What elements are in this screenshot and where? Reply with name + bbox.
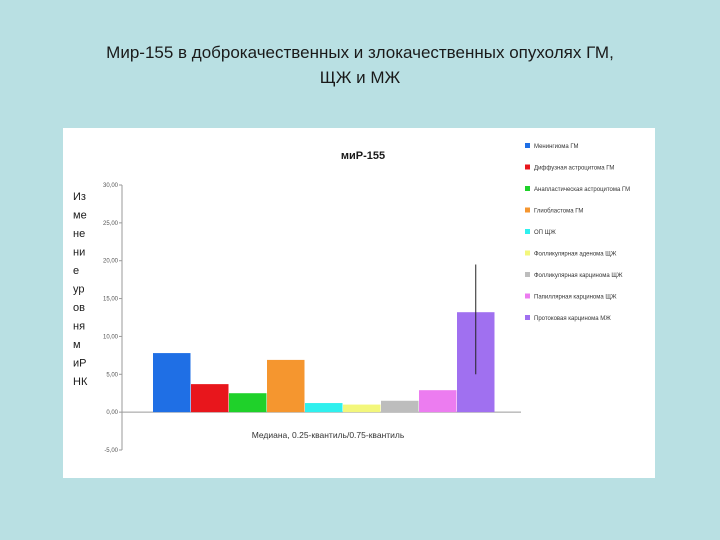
legend-label: Протоковая карцинома МЖ <box>534 316 611 322</box>
legend-swatch <box>525 143 530 148</box>
y-axis-label-fragment: ур <box>73 284 85 296</box>
y-axis-label-fragment: ни <box>73 247 85 259</box>
bar <box>153 353 191 413</box>
bar <box>191 384 229 413</box>
y-axis-label-fragment: ня <box>73 321 85 333</box>
y-tick-label: 20,00 <box>103 259 119 265</box>
legend-label: Фолликулярная карцинома ЩЖ <box>534 273 623 279</box>
chart-title: миР-155 <box>341 150 385 162</box>
y-axis-label-fragment: ме <box>73 210 87 222</box>
y-tick-label: 30,00 <box>103 183 119 189</box>
y-axis-label-fragment: е <box>73 265 79 277</box>
bar <box>229 393 267 413</box>
slide-title-line-2: ЩЖ и МЖ <box>319 68 401 87</box>
legend-swatch <box>525 186 530 191</box>
y-tick-label: 0,00 <box>106 410 118 416</box>
y-tick-label: 25,00 <box>103 221 119 227</box>
y-axis-label-fragment: не <box>73 228 85 240</box>
y-tick-label: 15,00 <box>103 297 119 303</box>
y-tick-label: 10,00 <box>103 334 119 340</box>
legend-swatch <box>525 207 530 213</box>
legend-swatch <box>525 250 530 256</box>
chart-panel: -5,00 0,00 5,00 10,00 15,00 20,00 25,00 30,00 Из… <box>63 128 655 478</box>
bar <box>343 404 381 413</box>
slide-title: Мир-155 в доброкачественных и злокачеств… <box>0 40 720 90</box>
legend-label: ОП ЩЖ <box>534 230 556 236</box>
y-axis-label-fragment: м <box>73 339 81 351</box>
legend-swatch <box>525 229 530 234</box>
bar <box>267 359 305 413</box>
legend-label: Фолликулярная аденома ЩЖ <box>534 252 617 258</box>
bar <box>419 390 457 413</box>
y-axis-label-fragment: НК <box>73 376 88 388</box>
y-axis-label-fragment: Из <box>73 191 86 203</box>
legend-label: Диффузная астроцитома ГМ <box>534 166 614 172</box>
bar-chart: -5,00 0,00 5,00 10,00 15,00 20,00 25,00 30,00 Из… <box>73 143 630 454</box>
x-axis-label: Медиана, 0.25-квантиль/0.75-квантиль <box>252 430 405 440</box>
y-axis-label-fragment: иР <box>73 358 86 370</box>
bar <box>381 400 419 413</box>
y-tick-label: -5,00 <box>104 448 118 454</box>
y-axis-label-fragment: ов <box>73 302 85 314</box>
legend-label: Менингиома ГМ <box>534 144 579 150</box>
legend-swatch <box>525 315 530 320</box>
legend-label: Глиобластома ГМ <box>534 209 583 215</box>
legend-label: Анапластическая астроцитома ГМ <box>534 187 630 193</box>
legend-swatch <box>525 164 530 170</box>
slide-title-line-1: Мир-155 в доброкачественных и злокачеств… <box>106 43 614 62</box>
bar <box>305 403 343 413</box>
legend-label: Папиллярная карцинома ЩЖ <box>534 295 617 301</box>
legend-swatch <box>525 272 530 277</box>
legend-swatch <box>525 293 530 299</box>
y-tick-label: 5,00 <box>106 372 118 378</box>
